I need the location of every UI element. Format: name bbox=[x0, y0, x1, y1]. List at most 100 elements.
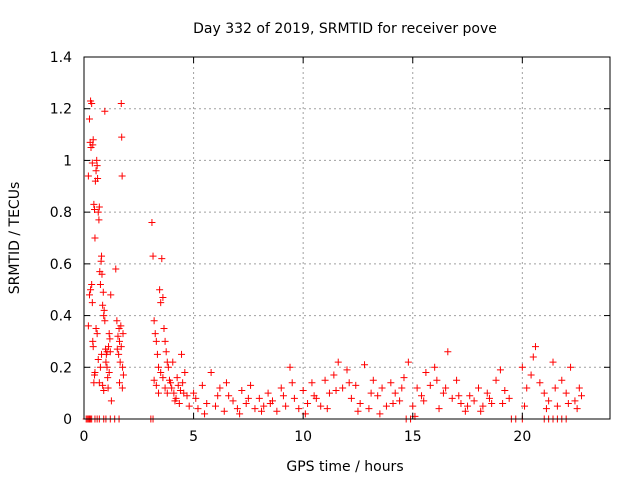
y-tick-label: 0 bbox=[63, 412, 72, 428]
data-point bbox=[87, 286, 95, 294]
data-point bbox=[160, 325, 168, 332]
y-axis-ticks: 0 0.2 0.4 0.6 0.8 1 1.2 1.4 bbox=[50, 50, 610, 428]
data-point bbox=[279, 392, 287, 400]
data-point bbox=[299, 387, 307, 395]
data-point bbox=[536, 379, 544, 387]
data-point bbox=[374, 392, 382, 400]
x-tick-label: 15 bbox=[404, 429, 422, 445]
data-point bbox=[345, 379, 353, 387]
data-point bbox=[242, 399, 250, 407]
data-point bbox=[104, 384, 112, 392]
data-point bbox=[352, 381, 360, 389]
data-point bbox=[148, 218, 156, 226]
data-point bbox=[162, 348, 170, 356]
data-point bbox=[332, 387, 340, 395]
data-point bbox=[117, 322, 125, 330]
data-point bbox=[244, 394, 252, 402]
data-point bbox=[96, 281, 104, 289]
data-point bbox=[578, 392, 586, 400]
data-point bbox=[150, 376, 158, 384]
data-point bbox=[266, 399, 274, 407]
data-point bbox=[214, 392, 222, 400]
y-tick-label: 0.2 bbox=[50, 360, 72, 376]
data-point bbox=[152, 381, 160, 389]
data-point bbox=[94, 208, 102, 216]
data-point bbox=[398, 384, 406, 392]
data-point bbox=[116, 358, 124, 366]
data-point bbox=[321, 376, 329, 384]
data-point bbox=[113, 317, 121, 325]
data-point bbox=[339, 384, 347, 392]
data-point bbox=[488, 399, 496, 407]
data-point bbox=[91, 368, 99, 376]
data-point bbox=[168, 384, 176, 392]
data-point bbox=[170, 389, 178, 397]
data-point bbox=[420, 397, 428, 405]
data-point bbox=[190, 389, 198, 397]
data-point bbox=[156, 286, 164, 294]
data-point bbox=[277, 384, 285, 392]
data-point bbox=[442, 384, 450, 392]
data-point bbox=[149, 252, 157, 260]
data-point bbox=[93, 330, 101, 338]
data-point bbox=[92, 325, 100, 332]
data-point bbox=[325, 389, 333, 397]
data-point bbox=[222, 379, 230, 387]
data-point bbox=[163, 389, 171, 397]
data-point bbox=[521, 402, 529, 410]
data-point bbox=[118, 172, 126, 180]
data-point bbox=[485, 394, 493, 402]
data-point bbox=[216, 384, 224, 392]
x-axis-ticks: 0 5 10 15 20 bbox=[80, 57, 531, 445]
data-point bbox=[258, 407, 266, 415]
data-point bbox=[264, 389, 272, 397]
data-point bbox=[282, 402, 290, 410]
x-tick-label: 10 bbox=[294, 429, 312, 445]
data-point bbox=[119, 371, 127, 379]
data-point bbox=[426, 381, 434, 389]
data-point bbox=[159, 374, 167, 382]
data-point bbox=[549, 358, 557, 366]
data-point bbox=[118, 384, 126, 392]
data-point bbox=[116, 379, 124, 387]
data-point bbox=[464, 402, 472, 410]
data-point bbox=[203, 399, 211, 407]
data-point bbox=[101, 317, 109, 325]
data-point bbox=[212, 402, 219, 410]
data-point bbox=[387, 379, 395, 387]
data-point bbox=[116, 337, 124, 345]
data-point bbox=[288, 379, 296, 387]
data-point bbox=[551, 384, 559, 392]
data-point bbox=[304, 399, 312, 407]
data-point bbox=[105, 368, 113, 376]
data-point bbox=[444, 348, 452, 356]
data-point bbox=[167, 379, 175, 387]
data-point bbox=[567, 363, 575, 371]
data-point bbox=[453, 376, 461, 384]
data-point bbox=[114, 332, 122, 340]
data-point bbox=[389, 399, 397, 407]
data-point bbox=[92, 167, 100, 175]
data-point bbox=[367, 389, 375, 397]
data-point bbox=[233, 405, 241, 413]
x-tick-label: 0 bbox=[80, 429, 89, 445]
data-point bbox=[505, 394, 513, 402]
y-tick-label: 0.8 bbox=[50, 205, 72, 221]
data-point bbox=[391, 389, 399, 397]
data-point bbox=[113, 345, 121, 353]
data-point bbox=[310, 392, 318, 400]
data-point bbox=[118, 133, 126, 141]
data-point bbox=[501, 387, 509, 395]
data-point bbox=[84, 322, 92, 330]
data-point bbox=[194, 405, 202, 413]
data-point bbox=[492, 376, 500, 384]
data-point bbox=[470, 397, 478, 405]
data-point bbox=[117, 343, 125, 351]
data-point bbox=[99, 288, 107, 296]
data-point bbox=[477, 407, 485, 415]
data-point bbox=[496, 366, 504, 374]
data-point bbox=[179, 379, 187, 387]
data-point bbox=[101, 107, 109, 115]
data-point bbox=[88, 299, 96, 307]
data-point bbox=[540, 389, 548, 397]
